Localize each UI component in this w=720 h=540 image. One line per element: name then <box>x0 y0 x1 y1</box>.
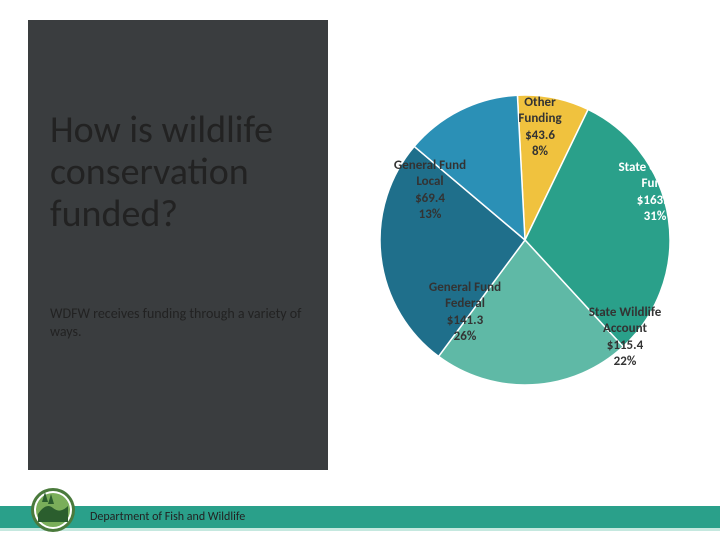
pie-label-line: State Wildlife <box>565 305 685 321</box>
pie-label-4: General FundLocal$69.413% <box>375 158 485 223</box>
pie-label-line: $69.4 <box>375 191 485 207</box>
pie-label-line: General Fund <box>410 280 520 296</box>
pie-label-3: General FundFederal$141.326% <box>410 280 520 345</box>
pie-label-line: 22% <box>565 354 685 370</box>
pie-label-line: Local <box>375 174 485 190</box>
pie-label-line: Account <box>565 321 685 337</box>
pie-label-line: Funding <box>500 111 580 127</box>
slide: How is wildlife conservation funded? WDF… <box>0 0 720 540</box>
pie-chart: OtherFunding$43.68%State GeneralFund$163… <box>340 40 710 440</box>
agency-logo <box>28 482 78 532</box>
pie-label-line: $163.7 <box>595 193 715 209</box>
pie-label-line: 8% <box>500 144 580 160</box>
pie-label-line: Other <box>500 95 580 111</box>
pie-label-line: 26% <box>410 329 520 345</box>
left-panel <box>28 20 328 470</box>
pie-label-1: State GeneralFund$163.731% <box>595 160 715 225</box>
pie-label-2: State WildlifeAccount$115.422% <box>565 305 685 370</box>
pie-label-line: Fund <box>595 176 715 192</box>
pie-label-line: $43.6 <box>500 128 580 144</box>
title: How is wildlife conservation funded? <box>50 110 310 235</box>
pie-label-line: 13% <box>375 207 485 223</box>
pie-label-line: $141.3 <box>410 313 520 329</box>
subtitle: WDFW receives funding through a variety … <box>50 305 310 340</box>
pie-label-line: General Fund <box>375 158 485 174</box>
footer: Department of Fish and Wildlife <box>0 500 720 540</box>
footer-text: Department of Fish and Wildlife <box>90 510 245 524</box>
pie-label-line: $115.4 <box>565 338 685 354</box>
pie-label-0: OtherFunding$43.68% <box>500 95 580 160</box>
pie-label-line: State General <box>595 160 715 176</box>
pie-label-line: 31% <box>595 209 715 225</box>
footer-edge <box>0 528 720 531</box>
pie-label-line: Federal <box>410 296 520 312</box>
